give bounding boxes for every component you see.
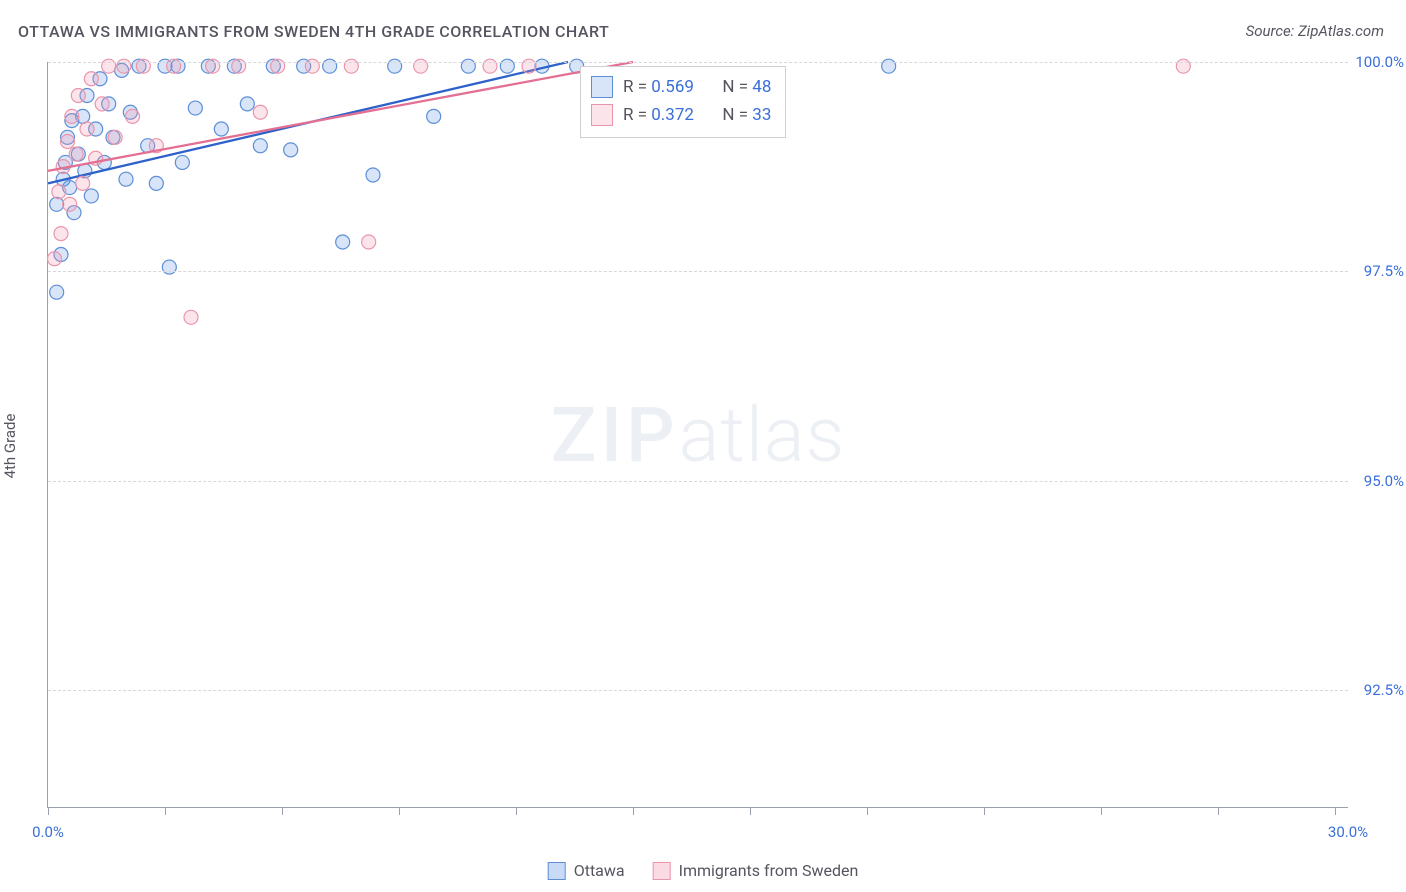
legend-swatch-icon <box>548 862 566 880</box>
series-swatch-icon <box>591 104 613 126</box>
stats-row: R = 0.372 N = 33 <box>591 101 771 129</box>
stat-n-label: N = 33 <box>722 101 771 129</box>
data-point <box>63 197 77 211</box>
data-point <box>240 97 254 111</box>
data-point <box>284 143 298 157</box>
x-tick <box>282 807 283 815</box>
data-point <box>80 122 94 136</box>
series-swatch-icon <box>591 76 613 98</box>
data-point <box>366 168 380 182</box>
gridline-h <box>48 271 1348 272</box>
data-point <box>362 235 376 249</box>
legend-label: Ottawa <box>574 861 625 880</box>
legend-label: Immigrants from Sweden <box>679 861 859 880</box>
x-tick <box>984 807 985 815</box>
data-point <box>427 109 441 123</box>
x-tick <box>867 807 868 815</box>
data-point <box>336 235 350 249</box>
stat-r-label: R = 0.372 <box>623 101 694 129</box>
data-point <box>188 101 202 115</box>
data-point <box>253 105 267 119</box>
data-point <box>119 172 133 186</box>
data-point <box>52 185 66 199</box>
x-tick <box>399 807 400 815</box>
y-tick-label: 97.5% <box>1352 262 1404 280</box>
x-tick-label: 0.0% <box>32 823 64 841</box>
data-point <box>65 109 79 123</box>
legend-item: Ottawa <box>548 861 625 880</box>
data-point <box>95 97 109 111</box>
gridline-h <box>48 62 1348 63</box>
x-tick <box>633 807 634 815</box>
legend-swatch-icon <box>653 862 671 880</box>
data-point <box>126 109 140 123</box>
data-point <box>175 155 189 169</box>
x-tick <box>1218 807 1219 815</box>
stat-n-label: N = 48 <box>722 73 771 101</box>
data-point <box>50 197 64 211</box>
source-label: Source: ZipAtlas.com <box>1246 22 1384 40</box>
data-point <box>50 285 64 299</box>
y-axis-title: 4th Grade <box>1 414 19 479</box>
x-tick <box>165 807 166 815</box>
y-tick-label: 95.0% <box>1352 472 1404 490</box>
x-tick <box>48 807 49 815</box>
x-tick <box>750 807 751 815</box>
legend-item: Immigrants from Sweden <box>653 861 859 880</box>
data-point <box>76 176 90 190</box>
data-point <box>61 135 75 149</box>
stats-legend-box: R = 0.569 N = 48R = 0.372 N = 33 <box>580 66 786 138</box>
data-point <box>184 310 198 324</box>
data-point <box>214 122 228 136</box>
stat-r-label: R = 0.569 <box>623 73 694 101</box>
data-point <box>48 252 62 266</box>
legend-bottom: Ottawa Immigrants from Sweden <box>548 861 859 880</box>
gridline-h <box>48 690 1348 691</box>
data-point <box>84 72 98 86</box>
data-point <box>253 139 267 153</box>
data-point <box>108 130 122 144</box>
x-tick <box>1101 807 1102 815</box>
stats-row: R = 0.569 N = 48 <box>591 73 771 101</box>
data-point <box>149 176 163 190</box>
y-tick-label: 100.0% <box>1352 53 1404 71</box>
data-point <box>71 88 85 102</box>
data-point <box>84 189 98 203</box>
x-tick <box>1335 807 1336 815</box>
chart-title: OTTAWA VS IMMIGRANTS FROM SWEDEN 4TH GRA… <box>18 22 609 41</box>
gridline-h <box>48 481 1348 482</box>
y-tick-label: 92.5% <box>1352 681 1404 699</box>
x-tick-label: 30.0% <box>1328 823 1368 841</box>
data-point <box>54 227 68 241</box>
scatter-plot: ZIPatlas R = 0.569 N = 48R = 0.372 N = 3… <box>47 62 1348 808</box>
x-tick <box>516 807 517 815</box>
data-point <box>69 147 83 161</box>
